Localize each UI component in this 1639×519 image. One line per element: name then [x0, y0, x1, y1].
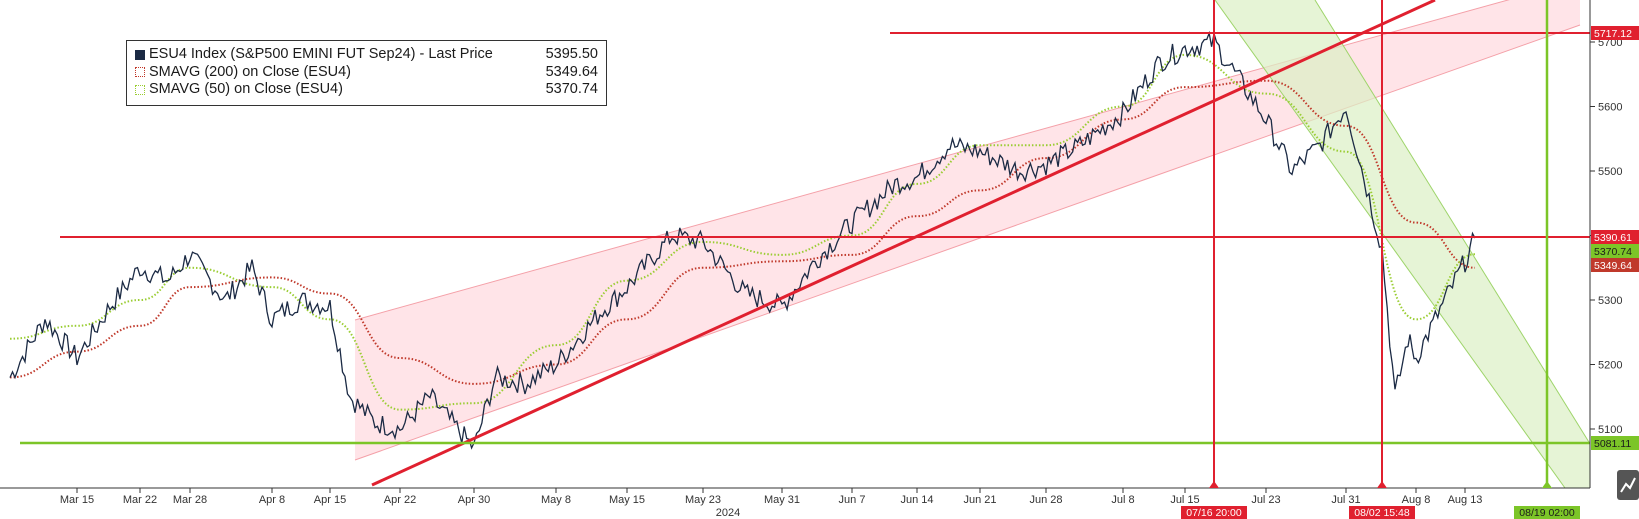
sma200-swatch — [135, 67, 145, 78]
marker-label-text: 08/02 15:48 — [1354, 507, 1410, 519]
marker-label-text: 08/19 02:00 — [1519, 507, 1575, 519]
y-tick-label: 5100 — [1598, 424, 1622, 436]
value-label-box — [1591, 26, 1639, 40]
x-tick-label: May 23 — [685, 494, 721, 506]
x-tick-label: Apr 22 — [384, 494, 416, 506]
year-label: 2024 — [716, 507, 740, 519]
value-label-box — [1591, 258, 1639, 272]
legend-price-label: ESU4 Index (S&P500 EMINI FUT Sep24) - La… — [149, 46, 493, 62]
legend-row-sma200: SMAVG (200) on Close (ESU4) 5349.64 — [135, 64, 598, 82]
sma50-swatch — [135, 84, 145, 95]
x-tick-label: Jun 28 — [1029, 494, 1062, 506]
red-channel-upper-line — [354, 0, 1510, 321]
marker-arrow — [1209, 481, 1219, 488]
value-label-box — [1591, 436, 1639, 450]
value-label-text: 5717.12 — [1594, 28, 1632, 40]
marker-arrow — [1542, 481, 1552, 488]
price-swatch — [135, 49, 145, 60]
marker-label-text: 07/16 20:00 — [1186, 507, 1242, 519]
legend-row-sma50: SMAVG (50) on Close (ESU4) 5370.74 — [135, 81, 598, 99]
right-value-labels: 5717.12 5390.61 5081.11 5370.74 5349.64 — [1591, 26, 1639, 450]
legend-sma50-label: SMAVG (50) on Close (ESU4) — [149, 81, 343, 97]
x-tick-label: Mar 15 — [60, 494, 94, 506]
value-label-text: 5081.11 — [1594, 438, 1631, 450]
x-tick-label: Jul 31 — [1331, 494, 1360, 506]
legend-sma200-value: 5349.64 — [545, 63, 598, 80]
x-tick-label: May 31 — [764, 494, 800, 506]
x-tick-label: Jun 14 — [900, 494, 933, 506]
chart-legend: ESU4 Index (S&P500 EMINI FUT Sep24) - La… — [126, 40, 607, 106]
green-channel-lower-line — [1314, 0, 1590, 445]
value-label-box — [1591, 230, 1639, 244]
red-uptrend-channel — [355, 0, 1580, 460]
value-label-text: 5349.64 — [1594, 260, 1632, 272]
uptrend-line — [371, 0, 1436, 487]
legend-sma200-label: SMAVG (200) on Close (ESU4) — [149, 63, 351, 80]
y-tick-label: 5500 — [1598, 166, 1622, 178]
y-tick-label: 5300 — [1598, 295, 1622, 307]
x-tick-label: Jun 7 — [839, 494, 866, 506]
vertical-marker-labels: 07/16 20:00 08/02 15:48 08/19 02:00 — [1181, 481, 1580, 519]
value-label-box — [1591, 244, 1639, 258]
x-tick-label: Apr 30 — [458, 494, 490, 506]
legend-row-price: ESU4 Index (S&P500 EMINI FUT Sep24) - La… — [135, 46, 598, 64]
x-tick-label: Jul 8 — [1111, 494, 1134, 506]
legend-price-value: 5395.50 — [545, 46, 598, 62]
price-line — [9, 30, 1476, 450]
x-tick-label: May 8 — [541, 494, 571, 506]
green-downtrend-channel — [1215, 0, 1590, 488]
marker-label-box — [1514, 506, 1580, 519]
y-tick-label: 5600 — [1598, 102, 1622, 114]
x-tick-label: Aug 8 — [1402, 494, 1431, 506]
x-tick-label: Jul 23 — [1251, 494, 1280, 506]
x-axis-ticks: Mar 15 Mar 22 Mar 28 Apr 8 Apr 15 Apr 22 Apr 3… — [60, 488, 1483, 506]
legend-sma50-value: 5370.74 — [545, 81, 598, 97]
x-tick-label: Jul 15 — [1170, 494, 1199, 506]
marker-arrow — [1377, 481, 1387, 488]
value-label-text: 5370.74 — [1594, 246, 1632, 258]
x-tick-label: Mar 22 — [123, 494, 157, 506]
value-label-text: 5390.61 — [1594, 232, 1632, 244]
x-tick-label: May 15 — [609, 494, 645, 506]
y-tick-label: 5200 — [1598, 360, 1622, 372]
chart-settings-icon[interactable] — [1617, 470, 1639, 500]
x-tick-label: Apr 15 — [314, 494, 346, 506]
x-tick-label: Jun 21 — [963, 494, 996, 506]
x-tick-label: Aug 13 — [1448, 494, 1483, 506]
price-series — [9, 30, 1476, 450]
marker-label-box — [1181, 506, 1247, 519]
marker-label-box — [1349, 506, 1415, 519]
x-tick-label: Mar 28 — [173, 494, 207, 506]
x-tick-label: Apr 8 — [259, 494, 285, 506]
